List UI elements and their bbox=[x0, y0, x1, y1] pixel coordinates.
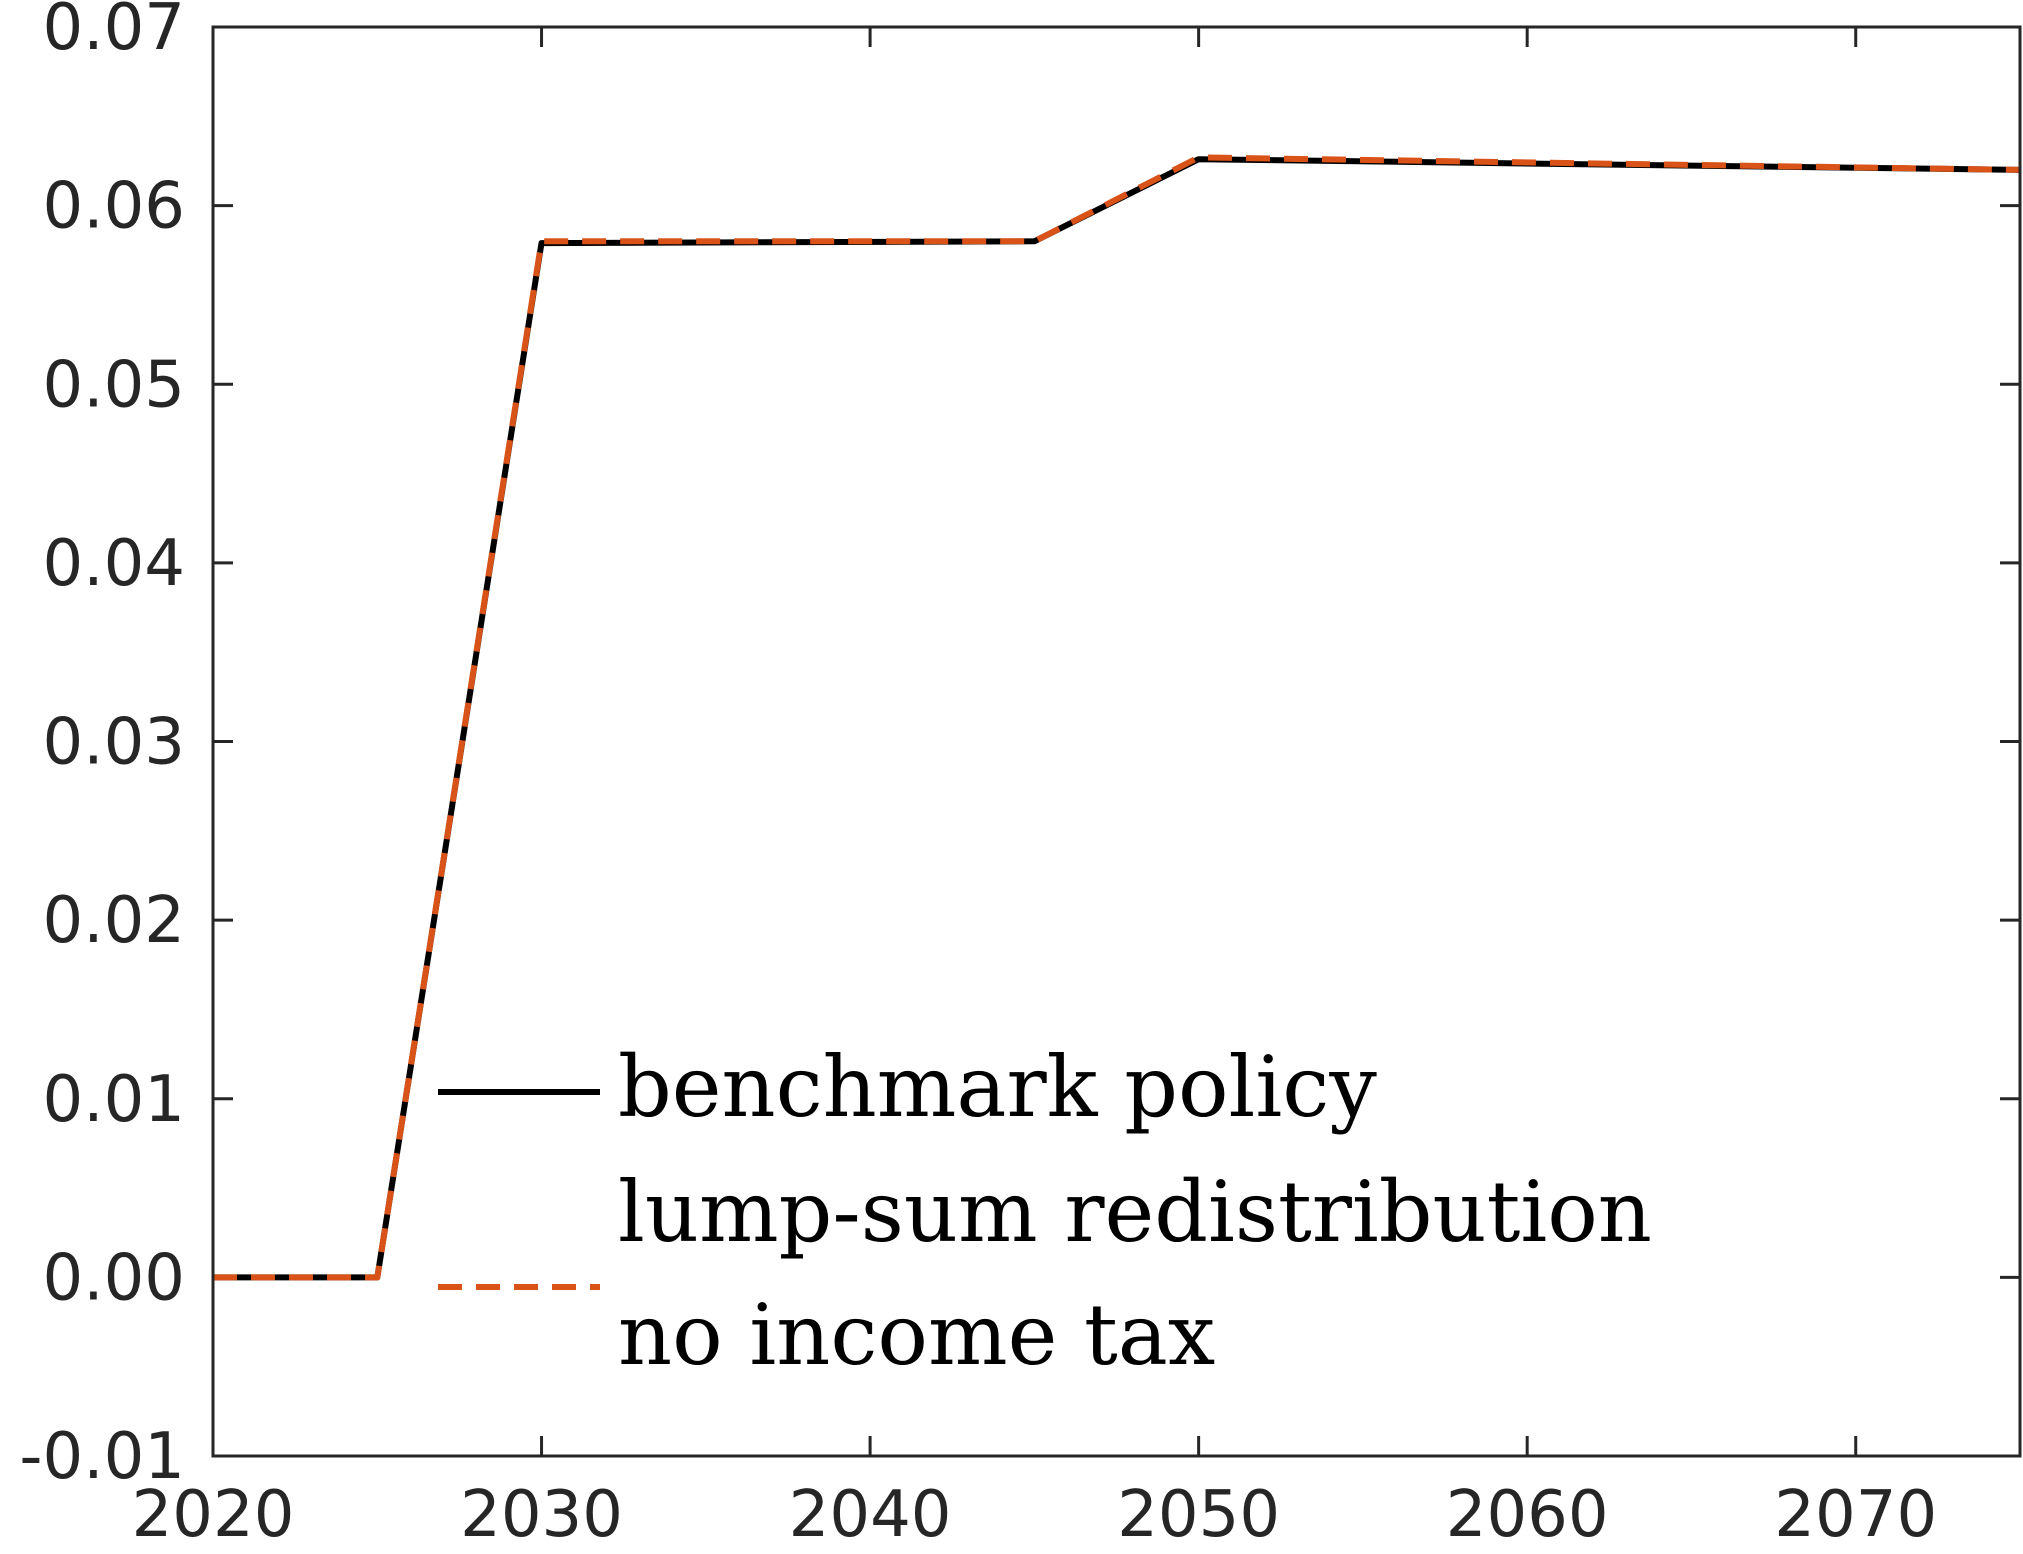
y-tick-label: -0.01 bbox=[19, 1420, 185, 1494]
series-layer bbox=[213, 154, 2021, 1281]
legend-label-benchmark-policy: benchmark policy bbox=[618, 1038, 1377, 1136]
y-tick-label: 0.07 bbox=[43, 0, 186, 65]
y-tick-label: 0.03 bbox=[43, 706, 186, 780]
y-tick-label: 0.06 bbox=[43, 170, 186, 244]
x-tick-label: 2060 bbox=[1446, 1478, 1609, 1552]
axes-box bbox=[211, 25, 2022, 1458]
legend-label-lump-sum-redistribution: lump-sum redistribution bbox=[618, 1163, 1652, 1261]
y-tick-label: 0.02 bbox=[43, 884, 186, 958]
x-tick-label: 2040 bbox=[789, 1478, 952, 1552]
series-line-no-income-tax bbox=[213, 154, 2021, 1281]
y-tick-label: 0.04 bbox=[43, 527, 186, 601]
x-tick-label: 2050 bbox=[1117, 1478, 1280, 1552]
x-tick-label: 2070 bbox=[1774, 1478, 1937, 1552]
x-tick-label: 2030 bbox=[460, 1478, 623, 1552]
x-tick-label: 2020 bbox=[132, 1478, 295, 1552]
y-tick-label: 0.01 bbox=[43, 1063, 186, 1137]
legend: benchmark policy lump-sum redistribution… bbox=[438, 1038, 1652, 1384]
y-tick-label: 0.05 bbox=[43, 348, 186, 422]
ticks-layer: 2020 2030 2040 2050 2060 2070 -0.01 0.00 0.01 0.0… bbox=[19, 0, 2020, 1552]
plot-area bbox=[213, 27, 2020, 1456]
y-tick-label: 0.00 bbox=[43, 1241, 186, 1315]
legend-label-no-income-tax: no income tax bbox=[618, 1286, 1215, 1384]
